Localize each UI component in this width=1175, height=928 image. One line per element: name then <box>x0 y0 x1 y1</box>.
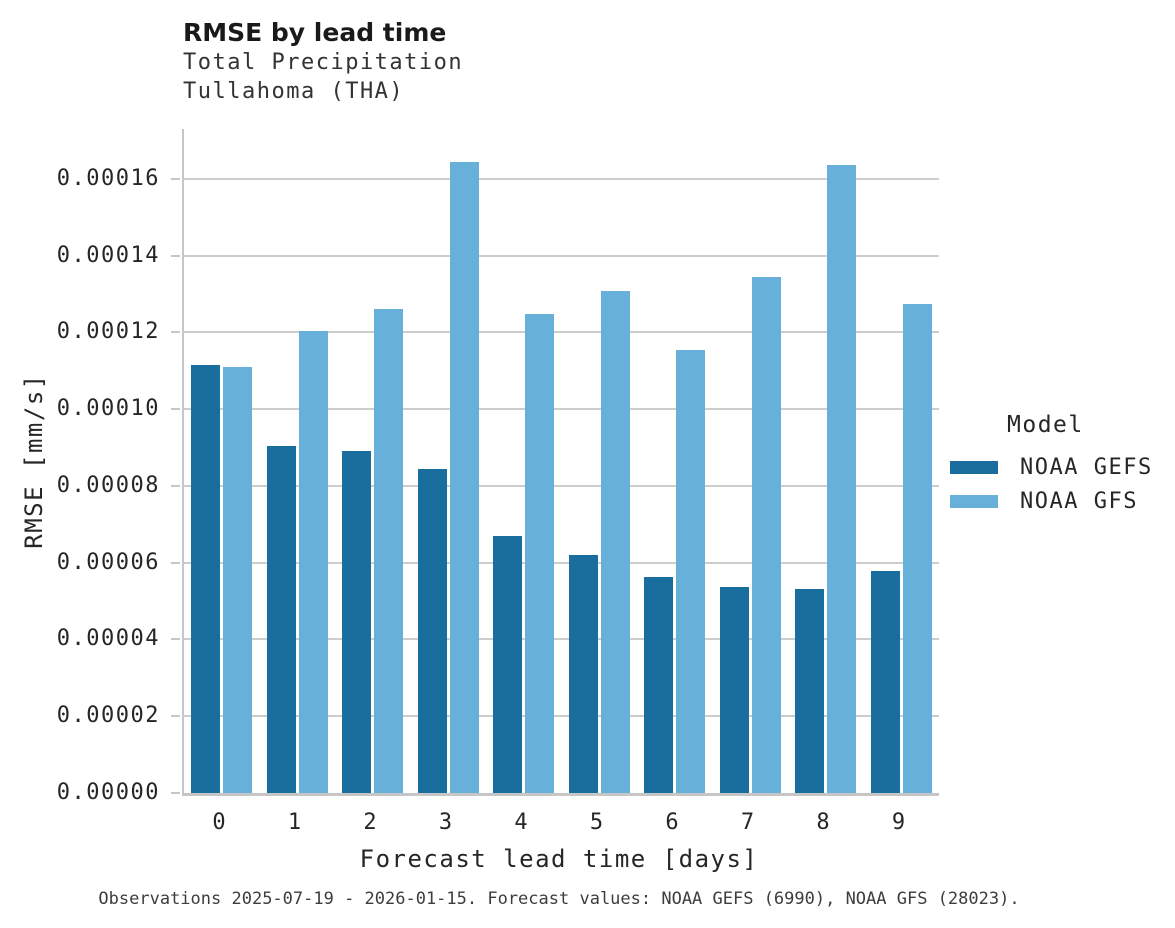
y-tick-mark <box>171 254 180 257</box>
bar-group-lead-9 <box>864 129 940 793</box>
y-tick-mark <box>171 177 180 180</box>
bar-noaa-gfs-lead-4 <box>525 314 555 793</box>
y-gridline <box>184 561 939 564</box>
y-gridline <box>184 408 939 411</box>
y-gridline <box>184 254 939 257</box>
y-tick-label: 0.00008 <box>56 472 160 498</box>
x-tick-label: 8 <box>816 810 832 835</box>
x-tick-label: 2 <box>363 810 379 835</box>
chart-title: RMSE by lead time <box>183 18 447 47</box>
y-tick-mark <box>171 408 180 411</box>
footer-caption: Observations 2025-07-19 - 2026-01-15. Fo… <box>98 889 1020 909</box>
y-tick-label: 0.00002 <box>56 703 160 729</box>
bar-noaa-gefs-lead-1 <box>266 445 296 793</box>
legend-label: NOAA GEFS <box>1020 454 1153 480</box>
bar-noaa-gfs-lead-7 <box>751 276 781 793</box>
legend-swatch <box>950 494 998 508</box>
chart-header: RMSE by lead time Total Precipitation Tu… <box>183 18 463 106</box>
x-tick-label: 0 <box>212 810 228 835</box>
bar-noaa-gefs-lead-2 <box>342 451 372 793</box>
plot-area <box>182 129 939 796</box>
bar-noaa-gefs-lead-9 <box>870 571 900 793</box>
bar-group-lead-2 <box>335 129 411 793</box>
y-tick-label: 0.00010 <box>56 396 160 422</box>
x-tick-label: 4 <box>514 810 530 835</box>
y-tick-label: 0.00014 <box>56 242 160 268</box>
y-tick-label: 0.00012 <box>56 319 160 345</box>
legend-items: NOAA GEFS NOAA GFS <box>950 450 1153 518</box>
bar-noaa-gfs-lead-6 <box>676 350 706 793</box>
bar-noaa-gefs-lead-5 <box>568 555 598 793</box>
bar-group-lead-5 <box>562 129 638 793</box>
bar-noaa-gfs-lead-3 <box>449 161 479 793</box>
y-gridline <box>184 484 939 487</box>
y-tick-label: 0.00004 <box>56 626 160 652</box>
bar-noaa-gfs-lead-9 <box>902 304 932 793</box>
bar-noaa-gfs-lead-2 <box>374 308 404 793</box>
x-tick-label: 6 <box>665 810 681 835</box>
bar-noaa-gfs-lead-8 <box>827 164 857 793</box>
chart-subtitle-station: Tullahoma (THA) <box>183 79 405 104</box>
legend-item-noaa-gefs: NOAA GEFS <box>950 450 1153 484</box>
y-gridline <box>184 177 939 180</box>
bar-group-lead-1 <box>260 129 336 793</box>
bar-noaa-gefs-lead-0 <box>191 365 221 793</box>
y-tick-label: 0.00000 <box>56 780 160 805</box>
y-tick-mark <box>171 638 180 641</box>
legend-label: NOAA GFS <box>1020 488 1138 514</box>
bar-group-lead-4 <box>486 129 562 793</box>
x-tick-label: 3 <box>438 810 454 835</box>
y-tick-mark <box>171 331 180 334</box>
bar-noaa-gefs-lead-3 <box>417 468 447 793</box>
chart-subtitle-variable: Total Precipitation <box>183 50 464 75</box>
legend: Model NOAA GEFS NOAA GFS <box>950 412 1153 518</box>
x-tick-label: 9 <box>891 810 907 835</box>
bar-group-lead-8 <box>788 129 864 793</box>
y-gridline <box>184 715 939 718</box>
y-tick-mark <box>171 715 180 718</box>
bar-noaa-gfs-lead-1 <box>298 330 328 793</box>
x-tick-label: 7 <box>740 810 756 835</box>
legend-title: Model <box>1007 412 1084 438</box>
bar-group-lead-0 <box>184 129 260 793</box>
bar-noaa-gefs-lead-7 <box>719 586 749 793</box>
bar-noaa-gfs-lead-0 <box>223 366 253 793</box>
y-tick-mark <box>171 792 180 794</box>
y-tick-mark <box>171 561 180 564</box>
bar-noaa-gefs-lead-4 <box>493 535 523 793</box>
x-tick-label: 1 <box>287 810 303 835</box>
x-tick-label: 5 <box>589 810 605 835</box>
y-tick-label: 0.00016 <box>56 165 160 191</box>
bar-noaa-gefs-lead-6 <box>644 576 674 793</box>
bar-group-lead-7 <box>713 129 789 793</box>
x-axis-title: Forecast lead time [days] <box>359 845 759 873</box>
y-gridline <box>184 331 939 334</box>
bar-noaa-gfs-lead-5 <box>600 290 630 793</box>
y-tick-mark <box>171 484 180 487</box>
legend-item-noaa-gfs: NOAA GFS <box>950 484 1153 518</box>
bar-noaa-gefs-lead-8 <box>795 588 825 793</box>
legend-swatch <box>950 460 998 474</box>
bar-group-lead-3 <box>411 129 487 793</box>
bar-group-lead-6 <box>637 129 713 793</box>
y-tick-label: 0.00006 <box>56 549 160 575</box>
y-gridline <box>184 638 939 641</box>
